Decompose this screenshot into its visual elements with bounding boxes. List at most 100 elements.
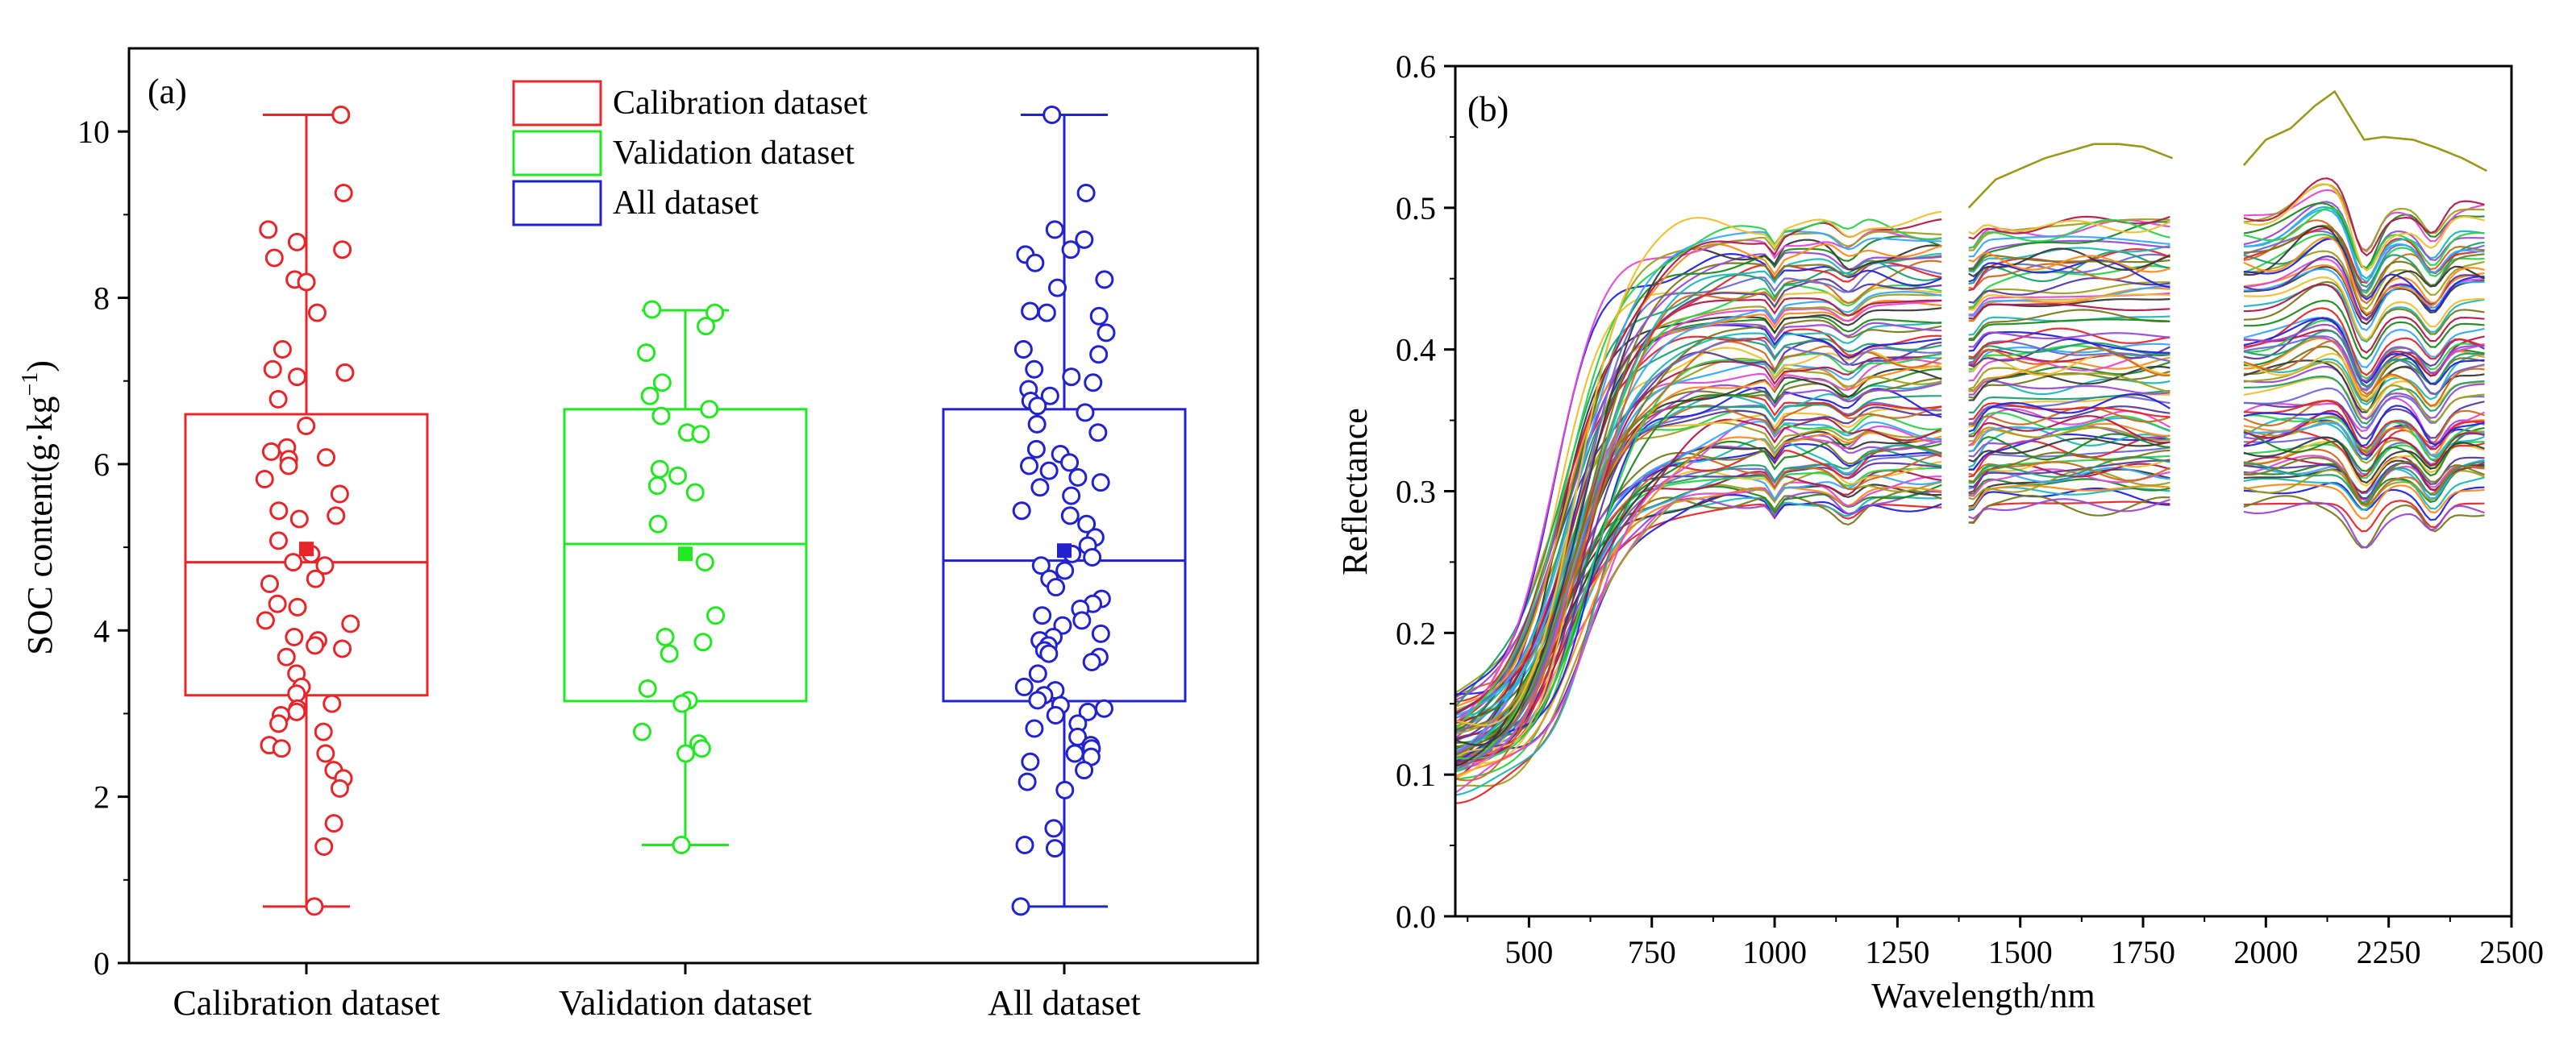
data-point	[306, 636, 325, 655]
data-point	[640, 386, 660, 405]
spectrum-line	[1454, 377, 1942, 748]
data-point	[288, 597, 307, 617]
box-group-2	[942, 106, 1187, 916]
data-point	[652, 373, 672, 392]
panel-b-x-tick-label: 1500	[1988, 934, 2053, 970]
spectrum-line	[1968, 251, 2170, 273]
spectrum-line	[1968, 405, 2170, 426]
spectrum-line	[1454, 291, 1942, 753]
data-point	[284, 553, 303, 572]
data-point	[1055, 561, 1075, 580]
spectrum-line	[1454, 251, 1942, 739]
spectrum-line	[1968, 433, 2170, 471]
data-point	[255, 469, 274, 488]
data-point	[692, 739, 711, 758]
spectrum-line-outlier	[1967, 143, 2174, 209]
data-point	[269, 714, 289, 733]
data-point	[307, 303, 327, 322]
data-point	[1065, 744, 1084, 763]
y-label-close: )	[20, 360, 60, 372]
spectrum-line	[1968, 356, 2170, 392]
legend-swatch-all	[512, 180, 602, 226]
panel-b-y-tick-label: 0.3	[1396, 474, 1436, 510]
panel-a-x-tick-label: Validation dataset	[559, 983, 812, 1023]
data-point	[1061, 240, 1080, 260]
panel-a-boxes	[184, 106, 1187, 916]
spectrum-line	[2243, 219, 2485, 305]
spectrum-line	[1454, 365, 1942, 727]
data-point	[1076, 184, 1096, 203]
data-point	[314, 722, 333, 741]
spectrum-line	[1968, 370, 2170, 399]
data-point	[705, 303, 725, 322]
data-point	[341, 614, 360, 633]
spectrum-line	[1968, 417, 2170, 453]
spectrum-line	[2243, 276, 2485, 342]
panel-b-x-axis-label: Wavelength/nm	[1871, 976, 2095, 1015]
data-point	[1075, 230, 1094, 249]
spectrum-line	[1454, 417, 1942, 794]
spectrum-line	[1454, 210, 1942, 726]
spectrum-line	[2243, 183, 2485, 253]
spectrum-line	[2243, 224, 2485, 298]
panel-a-y-tick-label: 2	[94, 779, 110, 816]
data-point	[268, 531, 288, 550]
spectrum-line	[1454, 406, 1942, 758]
spectrum-line	[1968, 500, 2170, 524]
panel-b-y-tick-label: 0.0	[1396, 899, 1436, 935]
data-point	[1021, 752, 1040, 771]
spectrum-line	[2243, 427, 2485, 477]
spectrum-line	[1968, 303, 2170, 320]
panel-b-y-tick-label: 0.6	[1396, 48, 1436, 85]
spectrum-line	[2243, 365, 2485, 421]
spectrum-line	[1968, 433, 2170, 461]
data-point	[1031, 556, 1051, 575]
y-label-superscript: −1	[18, 372, 43, 397]
spectrum-line	[2243, 436, 2485, 484]
data-point	[297, 416, 316, 435]
data-point	[1094, 699, 1113, 718]
box-mean-marker	[299, 542, 314, 557]
spectrum-line	[1968, 411, 2170, 437]
data-point	[330, 484, 349, 504]
data-point	[285, 628, 304, 647]
data-point	[316, 744, 335, 763]
spectrum-line	[1968, 380, 2170, 396]
spectrum-line	[2243, 268, 2485, 331]
data-point	[1039, 461, 1059, 480]
data-point	[1077, 514, 1097, 534]
panel-b-label: (b)	[1467, 89, 1509, 129]
data-point	[1033, 606, 1052, 625]
data-point	[1028, 397, 1047, 416]
data-point	[1028, 691, 1047, 710]
data-point	[335, 363, 355, 382]
spectrum-line	[1968, 484, 2170, 509]
panel-b-y-tick-label: 0.4	[1396, 332, 1436, 368]
panel-b-y-axis-label: Reflectance	[1335, 408, 1375, 575]
panel-a-y-axis: 0 2 4 6 8 10	[77, 114, 129, 982]
spectrum-line	[1968, 331, 2170, 354]
panel-b-x-tick-label: 2000	[2233, 934, 2298, 970]
spectrum-line	[2243, 284, 2485, 343]
spectrum-line	[2243, 236, 2485, 289]
data-point	[287, 702, 306, 721]
data-point	[1020, 456, 1039, 475]
spectrum-line	[2243, 409, 2485, 467]
data-point	[287, 684, 306, 704]
data-point	[279, 456, 298, 475]
spectrum-line	[2243, 399, 2485, 454]
spectrum-line	[1968, 331, 2170, 348]
spectrum-line	[1968, 498, 2170, 520]
panel-b-spectra	[1454, 89, 2488, 804]
panel-b-x-axis: 500 750 1000 1250 1500 1750 2000 2250 2500	[1467, 916, 2544, 970]
data-point	[1014, 677, 1034, 696]
spectrum-line	[2243, 225, 2485, 317]
data-point	[330, 778, 349, 798]
legend-swatch-validation	[512, 130, 602, 176]
legend-label-calibration: Calibration dataset	[613, 85, 868, 122]
y-label-main: SOC content(g·kg	[20, 397, 60, 655]
spectrum-line	[2243, 360, 2485, 423]
data-point	[648, 514, 668, 534]
data-point	[1045, 220, 1064, 239]
panel-b-y-tick-label: 0.2	[1396, 615, 1436, 651]
